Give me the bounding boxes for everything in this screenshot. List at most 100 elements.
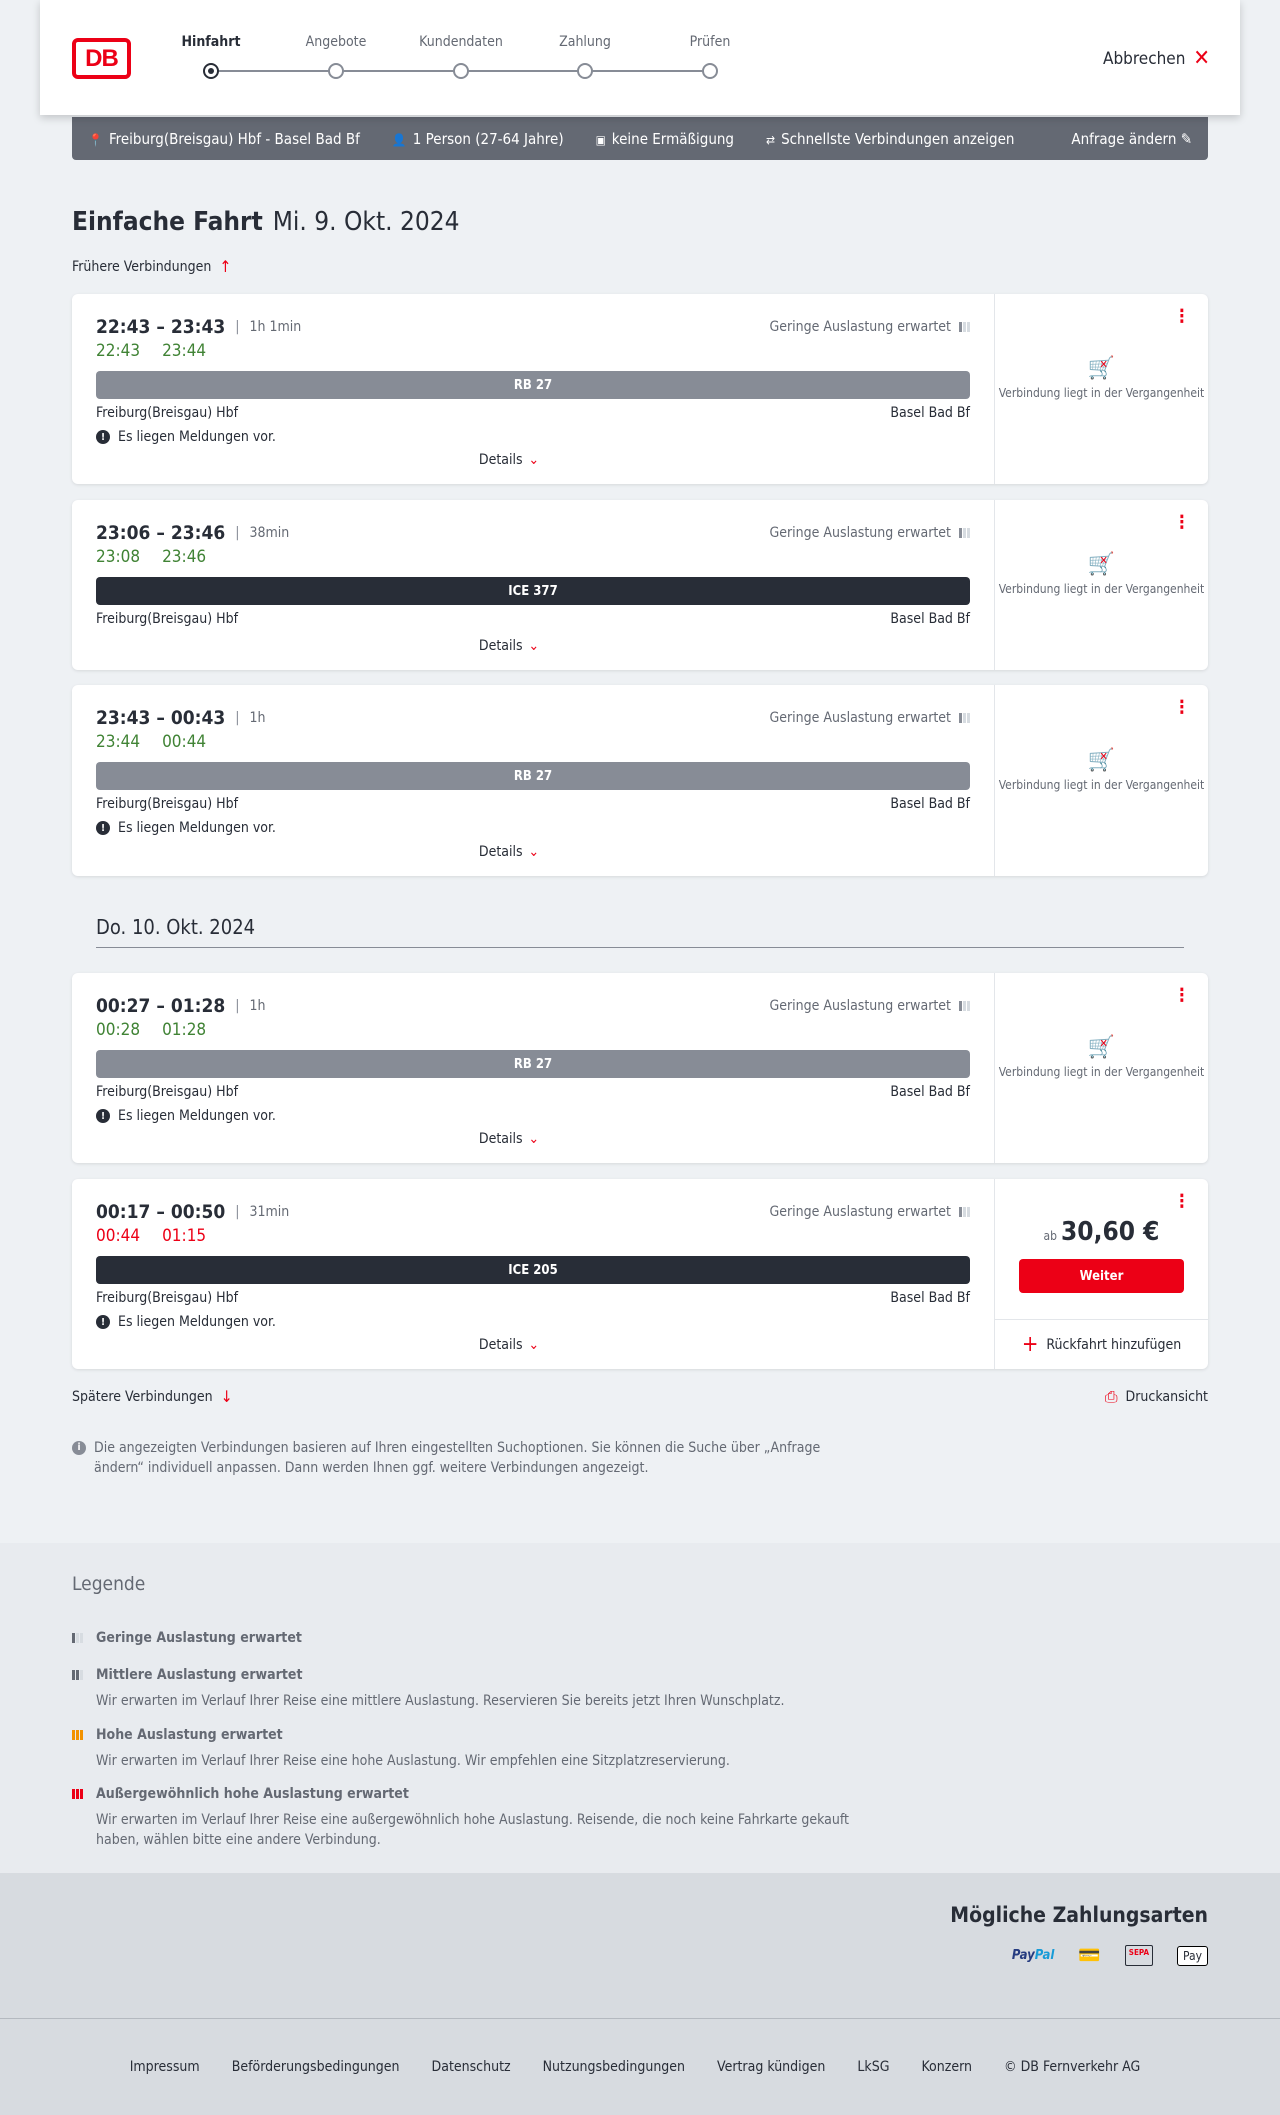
discount: ▣ keine Ermäßigung — [595, 129, 735, 148]
search-summary-bar: 📍 Freiburg(Breisgau) Hbf - Basel Bad Bf 👤… — [72, 117, 1208, 160]
scheduled-times: 00:17 – 00:50 — [96, 1201, 226, 1223]
scheduled-times: 23:43 – 00:43 — [96, 707, 226, 729]
destination-station: Basel Bad Bf — [890, 405, 970, 421]
paypal-icon: PayPal — [1011, 1948, 1055, 1963]
db-logo[interactable]: DB — [72, 38, 131, 79]
legend-title: Legende — [72, 1573, 146, 1595]
occupancy-low-icon — [959, 528, 970, 538]
train-bar[interactable]: ICE 377 — [96, 577, 970, 605]
step-indicator[interactable] — [328, 63, 344, 79]
more-options-icon[interactable]: ⋮ — [1173, 697, 1190, 718]
info-note: i Die angezeigten Verbindungen basieren a… — [72, 1438, 872, 1478]
realtime-times: 23:08 23:46 — [96, 547, 207, 567]
print-view-link[interactable]: ⎙ Druckansicht — [1104, 1387, 1208, 1406]
messages-notice: ! Es liegen Meldungen vor. — [96, 1108, 970, 1124]
occupancy-low-icon — [959, 1207, 970, 1217]
realtime-times: 00:44 01:15 — [96, 1226, 207, 1246]
add-return-trip-button[interactable]: + Rückfahrt hinzufügen — [995, 1319, 1208, 1369]
plus-icon: + — [1021, 1332, 1039, 1357]
footer-link[interactable]: © DB Fernverkehr AG — [1004, 2059, 1141, 2075]
footer-link[interactable]: Nutzungsbedingungen — [542, 2059, 686, 2075]
person-icon: 👤 — [391, 132, 407, 147]
connection-card: 00:17 – 00:50 | 31min Geringe Auslastung er… — [72, 1179, 1208, 1369]
footer-link[interactable]: Datenschutz — [431, 2059, 511, 2075]
train-bar[interactable]: RB 27 — [96, 762, 970, 790]
destination-station: Basel Bad Bf — [890, 1084, 970, 1100]
connection-card: 23:06 – 23:46 | 38min Geringe Auslastung er… — [72, 500, 1208, 670]
occupancy-level-icon — [72, 1730, 83, 1740]
legend-item: Außergewöhnlich hohe Auslastung erwartet… — [72, 1786, 872, 1850]
arrow-up-icon: ↑ — [219, 257, 232, 276]
occupancy-level-icon — [72, 1670, 83, 1680]
occupancy-low-icon — [959, 713, 970, 723]
step-indicator[interactable] — [702, 63, 718, 79]
more-options-icon[interactable]: ⋮ — [1173, 512, 1190, 533]
payment-section: Mögliche Zahlungsarten PayPal 💳 SEPA Pay — [0, 1873, 1280, 2019]
step-indicator[interactable] — [203, 63, 219, 79]
more-options-icon[interactable]: ⋮ — [1173, 1191, 1190, 1212]
messages-notice: ! Es liegen Meldungen vor. — [96, 429, 970, 445]
pencil-icon: ✎ — [1180, 129, 1192, 148]
realtime-times: 22:43 23:44 — [96, 341, 207, 361]
origin-station: Freiburg(Breisgau) Hbf — [96, 1084, 239, 1100]
train-bar[interactable]: ICE 205 — [96, 1256, 970, 1284]
cart-unavailable-icon: 🛒 ✕ — [1087, 747, 1116, 773]
cart-unavailable-icon: 🛒 ✕ — [1087, 552, 1116, 577]
past-connection-notice: 🛒 ✕ Verbindung liegt in der Vergangenheit — [995, 1037, 1208, 1080]
step-indicator[interactable] — [453, 63, 469, 79]
footer-link[interactable]: Konzern — [921, 2059, 972, 2075]
chevron-down-icon: ⌄ — [528, 452, 540, 468]
cancel-button[interactable]: Abbrechen ✕ — [1102, 46, 1210, 71]
details-toggle[interactable]: Details ⌄ — [478, 452, 540, 468]
footer-link[interactable]: Vertrag kündigen — [717, 2059, 826, 2075]
occupancy: Geringe Auslastung erwartet — [769, 525, 970, 541]
duration: 31min — [249, 1204, 290, 1220]
chevron-down-icon: ⌄ — [528, 1337, 540, 1353]
bahncard-icon: ▣ — [595, 132, 606, 147]
later-connections-link[interactable]: Spätere Verbindungen ↓ — [72, 1387, 233, 1406]
messages-notice: ! Es liegen Meldungen vor. — [96, 820, 970, 836]
legend-item: Mittlere Auslastung erwartet Wir erwarten… — [72, 1667, 872, 1711]
fastest-connections: ⇄ Schnellste Verbindungen anzeigen — [766, 129, 1015, 148]
printer-icon: ⎙ — [1104, 1387, 1118, 1406]
page-title: Einfache Fahrt Mi. 9. Okt. 2024 — [72, 207, 460, 237]
origin-station: Freiburg(Breisgau) Hbf — [96, 796, 239, 812]
duration: 38min — [249, 525, 290, 541]
earlier-connections-link[interactable]: Frühere Verbindungen ↑ — [72, 257, 232, 276]
origin-station: Freiburg(Breisgau) Hbf — [96, 1290, 239, 1306]
destination-station: Basel Bad Bf — [890, 796, 970, 812]
occupancy: Geringe Auslastung erwartet — [769, 319, 970, 335]
train-bar[interactable]: RB 27 — [96, 371, 970, 399]
duration: 1h — [249, 710, 266, 726]
more-options-icon[interactable]: ⋮ — [1173, 985, 1190, 1006]
scheduled-times: 22:43 – 23:43 — [96, 316, 226, 338]
details-toggle[interactable]: Details ⌄ — [478, 844, 540, 860]
alert-icon: ! — [96, 821, 110, 835]
route: 📍 Freiburg(Breisgau) Hbf - Basel Bad Bf — [88, 129, 360, 148]
footer-link[interactable]: Impressum — [129, 2059, 200, 2075]
alert-icon: ! — [96, 1315, 110, 1329]
chevron-down-icon: ⌄ — [528, 1131, 540, 1147]
train-bar[interactable]: RB 27 — [96, 1050, 970, 1078]
messages-notice: ! Es liegen Meldungen vor. — [96, 1314, 970, 1330]
details-toggle[interactable]: Details ⌄ — [478, 1337, 540, 1353]
payment-title: Mögliche Zahlungsarten — [950, 1903, 1208, 1927]
occupancy: Geringe Auslastung erwartet — [769, 1204, 970, 1220]
destination-station: Basel Bad Bf — [890, 1290, 970, 1306]
change-request-button[interactable]: Anfrage ändern ✎ — [1071, 129, 1192, 148]
past-connection-notice: 🛒 ✕ Verbindung liegt in der Vergangenheit — [995, 552, 1208, 597]
step-indicator[interactable] — [577, 63, 593, 79]
continue-button[interactable]: Weiter — [1019, 1259, 1184, 1293]
location-pin-icon: 📍 — [88, 132, 103, 147]
scheduled-times: 23:06 – 23:46 — [96, 522, 226, 544]
connection-card: 23:43 – 00:43 | 1h Geringe Auslastung erwar… — [72, 685, 1208, 876]
details-toggle[interactable]: Details ⌄ — [478, 638, 540, 654]
footer-link[interactable]: LkSG — [857, 2059, 890, 2075]
footer-link[interactable]: Beförderungsbedingungen — [231, 2059, 400, 2075]
duration: 1h 1min — [249, 319, 302, 335]
arrow-down-icon: ↓ — [220, 1387, 233, 1406]
close-icon: ✕ — [1193, 46, 1210, 71]
details-toggle[interactable]: Details ⌄ — [478, 1131, 540, 1147]
more-options-icon[interactable]: ⋮ — [1173, 306, 1190, 327]
past-connection-notice: 🛒 ✕ Verbindung liegt in der Vergangenheit — [995, 747, 1208, 793]
